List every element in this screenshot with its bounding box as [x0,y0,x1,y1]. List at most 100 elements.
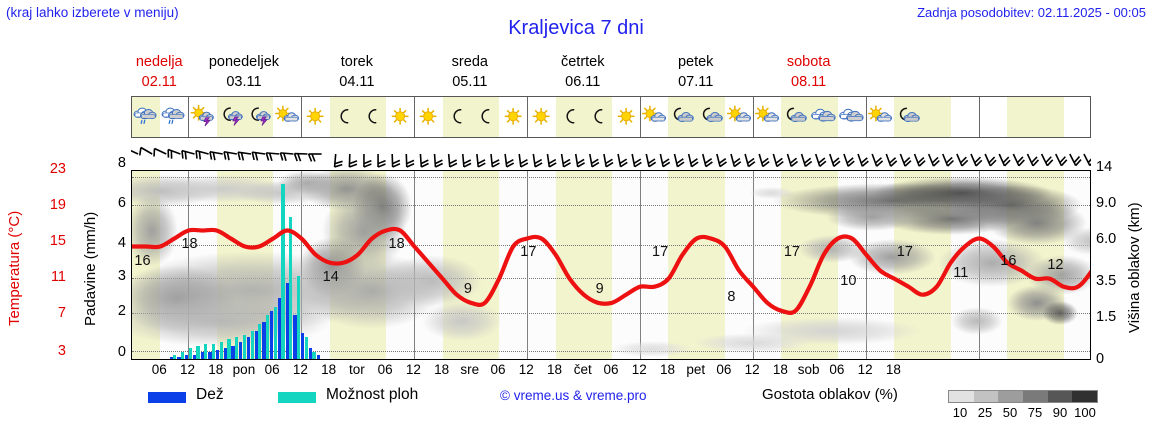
rain-bar [239,341,243,359]
sky-icon-sun-icon [499,97,527,137]
x-tick-sre: sre [460,362,480,377]
showers-bar [304,337,308,359]
rain-bar [223,348,227,359]
temperature-tick: 23 [49,161,66,177]
x-tick-06: 06 [151,362,167,377]
sky-icon-moon-cloud-icon [697,97,725,137]
temperature-tick: 11 [50,269,66,285]
showers-bar [296,275,301,359]
showers-bar [219,341,223,359]
cloud-height-tick: 1.5 [1096,309,1117,325]
x-tick-18: 18 [772,362,788,377]
daylight-shade [1007,97,1064,137]
x-tick-18: 18 [659,362,675,377]
day-date: 03.11 [226,74,262,90]
sky-icon-sun-cloud-icon [640,97,668,137]
day-name: sobota [786,54,831,70]
rain-bar [192,354,197,359]
day-separator [301,97,303,137]
x-tick-18: 18 [208,362,224,377]
sky-icon-moon-cloud-icon [781,97,809,137]
day-date: 02.11 [141,74,177,90]
day-header-torek: torek 04.11 [287,52,427,92]
day-name: petek [677,54,714,70]
rain-bar [231,345,235,359]
grid-line [132,245,1090,246]
daylight-shade [442,97,500,137]
day-header-ponedeljek: ponedeljek 03.11 [174,52,314,92]
day-header-sobota: sobota 08.11 [739,52,879,92]
sky-icon-row [131,96,1091,138]
precip-tick: 8 [117,155,126,171]
sky-icon-sun-cloud-icon [866,97,894,137]
rain-bar [262,321,266,359]
showers-bar [196,345,200,359]
x-tick-18: 18 [321,362,337,377]
x-tick-12: 12 [631,362,647,377]
day-separator [753,97,755,137]
daylight-shade [555,97,612,137]
cloud-density-gradient [948,390,1098,403]
day-separator [979,97,981,137]
rain-legend-label: Dež [196,386,224,403]
showers-legend-swatch [278,392,316,403]
copyright-link[interactable]: © vreme.us & vreme.pro [500,388,647,403]
temperature-tick: 15 [49,233,66,249]
x-tick-12: 12 [405,362,421,377]
cloud-density-tick: 75 [1027,405,1043,420]
temperature-label: 18 [181,236,198,253]
sky-icon-sun-icon [612,97,640,137]
x-tick-18: 18 [547,362,563,377]
sky-icon-cloud-rain-icon [160,97,188,137]
cloud-density-step [1072,391,1098,402]
sky-icon-moon-icon [584,97,612,137]
cloud-density-tick-labels: 10 25 50 75 90 100 [940,405,1110,421]
day-header-nedelja: nedelja 02.11 [89,52,229,92]
day-header-sreda: sreda 05.11 [400,52,540,92]
precipitation-axis-title: Padavine (mm/h) [82,211,99,326]
x-tick-06: 06 [829,362,845,377]
temperature-label: 17 [783,244,800,261]
temperature-label: 14 [322,268,339,285]
temperature-label: 12 [1047,256,1064,273]
showers-bar [265,315,270,359]
sky-icon-moon-icon [471,97,499,137]
showers-bar [289,216,293,359]
cloud-density-step [949,391,974,402]
sky-icon-cloud-icon [810,97,838,137]
cloud-density-step [973,391,999,402]
x-tick-12: 12 [292,362,308,377]
showers-bar [211,343,216,359]
sky-icon-moon-thunder-icon [245,97,273,137]
precip-tick: 3 [117,268,126,284]
temperature-label: 11 [953,264,969,281]
x-tick-06: 06 [603,362,619,377]
day-header-row: nedelja 02.11 ponedeljek 03.11 torek 04.11 sre… [0,52,1152,92]
rain-bar [301,332,305,359]
cloud-density-step [1023,391,1048,402]
sky-icon-sun-icon [527,97,555,137]
x-tick-06: 06 [264,362,280,377]
chart-plot-area: 16 18 14 18 9 17 9 17 8 17 10 17 11 16 12 [131,170,1091,360]
rain-bar [200,352,204,359]
cloud-density-tick: 25 [977,405,993,420]
temperature-label: 17 [896,244,913,261]
temperature-label: 17 [520,244,537,261]
day-separator [188,97,190,137]
temperature-axis-title: Temperatura (°C) [6,210,23,326]
daylight-shade [555,171,612,359]
rain-bar [216,350,220,359]
sky-icon-moon-icon [556,97,584,137]
temperature-curve [132,226,1090,315]
cloud-density-legend-title: Gostota oblakov (%) [762,386,898,403]
showers-bar [204,343,208,359]
showers-bar [180,352,185,359]
x-tick-18: 18 [434,362,450,377]
temperature-tick: 7 [57,305,66,321]
day-name: torek [340,54,373,70]
location-menu-note: (kraj lahko izberete v meniju) [6,5,179,20]
temperature-label: 16 [1000,252,1017,269]
day-separator [527,171,529,359]
rain-bar [169,356,173,359]
showers-bar [258,324,262,359]
